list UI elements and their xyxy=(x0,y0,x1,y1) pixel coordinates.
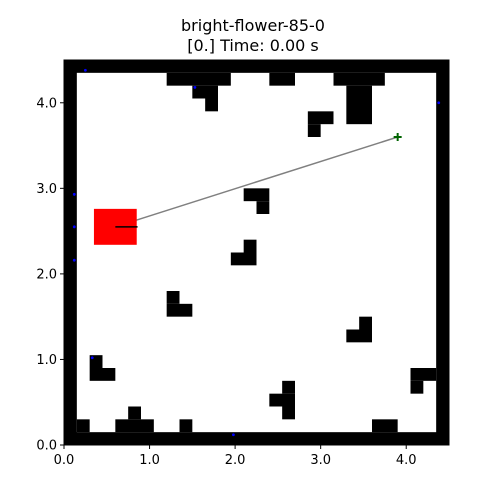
x-axis: 0.0 1.0 2.0 3.0 4.0 xyxy=(54,445,417,468)
x-tick-label: 1.0 xyxy=(139,453,160,468)
obstacle-block xyxy=(269,393,295,407)
obstacle-block xyxy=(282,406,295,420)
x-tick-label: 4.0 xyxy=(396,453,417,468)
obstacle-block xyxy=(410,380,424,394)
obstacle-block xyxy=(115,419,154,433)
obstacle-block xyxy=(359,316,372,330)
obstacle-block xyxy=(205,98,218,112)
goal-marker xyxy=(393,133,402,141)
x-tick-label: 0.0 xyxy=(54,453,75,468)
obstacle-block xyxy=(410,368,437,381)
sensor-hit-point xyxy=(83,68,87,72)
obstacle-block xyxy=(307,124,321,137)
axes-frame xyxy=(63,59,450,446)
obstacle-block xyxy=(282,380,295,394)
obstacle-block xyxy=(76,419,90,433)
plot-title-line-1: bright-flower-85-0 xyxy=(181,16,325,35)
obstacle-block xyxy=(64,432,449,445)
sensor-hit-point xyxy=(232,433,235,437)
obstacle-block xyxy=(64,60,449,73)
obstacle-block xyxy=(166,291,180,304)
sensor-hit-point xyxy=(90,356,94,360)
obstacle-block xyxy=(166,303,193,317)
obstacle-block xyxy=(64,60,77,445)
x-tick-label: 3.0 xyxy=(310,453,331,468)
sensor-hit-point xyxy=(72,225,76,229)
obstacle-block xyxy=(256,201,270,214)
y-axis: 0.0 1.0 2.0 3.0 4.0 xyxy=(36,96,64,454)
obstacle-block xyxy=(179,419,193,433)
y-tick-label: 4.0 xyxy=(36,96,57,111)
obstacle-block xyxy=(243,239,257,253)
obstacle-block xyxy=(243,188,270,202)
obstacle-block xyxy=(372,419,398,433)
plot-title-line-2: [0.] Time: 0.00 s xyxy=(187,36,319,55)
obstacle-block xyxy=(230,252,257,266)
sensor-hit-layer xyxy=(72,68,441,437)
obstacle-layer xyxy=(64,60,449,445)
y-tick-label: 1.0 xyxy=(36,353,57,368)
y-tick-label: 0.0 xyxy=(36,439,57,454)
obstacle-block xyxy=(269,72,295,86)
y-tick-label: 2.0 xyxy=(36,267,57,282)
y-tick-label: 3.0 xyxy=(36,182,57,197)
x-tick-label: 2.0 xyxy=(225,453,246,468)
obstacle-block xyxy=(346,329,372,343)
map-area xyxy=(64,60,449,445)
sensor-hit-point xyxy=(437,101,441,105)
sensor-hit-point xyxy=(72,258,76,262)
obstacle-block xyxy=(436,60,449,445)
sensor-hit-point xyxy=(193,85,197,89)
obstacle-block xyxy=(192,85,218,99)
obstacle-block xyxy=(128,406,141,420)
obstacle-block xyxy=(307,111,334,125)
obstacle-block xyxy=(166,72,231,86)
goal-path-line xyxy=(115,136,398,228)
obstacle-block xyxy=(333,72,385,86)
obstacle-block xyxy=(346,85,372,125)
obstacle-block xyxy=(89,368,116,381)
sensor-hit-point xyxy=(72,192,76,196)
